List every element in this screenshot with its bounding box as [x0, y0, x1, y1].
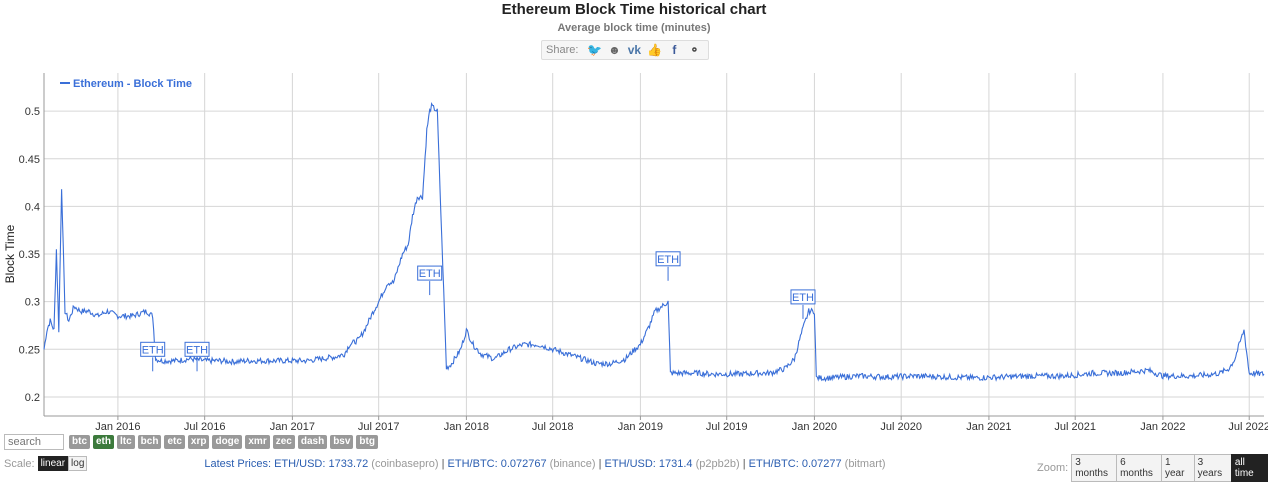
facebook-icon[interactable]: f	[672, 43, 677, 57]
price-item[interactable]: ETH/USD: 1731.4 (p2pb2b)	[604, 458, 740, 470]
annotation-flag[interactable]	[655, 251, 681, 267]
x-tick-label: Jul 2020	[880, 421, 922, 433]
coin-bch-button[interactable]: bch	[137, 435, 162, 449]
coin-ltc-button[interactable]: ltc	[117, 435, 135, 449]
search-input[interactable]	[4, 434, 64, 450]
x-tick-label: Jul 2017	[358, 421, 400, 433]
reddit-icon[interactable]: ☻	[608, 43, 621, 57]
y-axis-label: Block Time	[3, 224, 17, 283]
annotation-label: ETH	[419, 268, 441, 280]
scale-selector: Scale: linear log	[4, 456, 88, 471]
chart-annotations: ETH ETH ETH ETH ETH	[140, 251, 816, 372]
legend-label: Ethereum - Block Time	[73, 78, 192, 90]
scale-linear-button[interactable]: linear	[37, 456, 69, 471]
plot-area	[44, 73, 1264, 416]
zoom-3-months-button[interactable]: 3 months	[1071, 454, 1118, 482]
zoom-selector: Zoom: 3 months 6 months 1 year 3 years a…	[1037, 454, 1268, 482]
annotation-flag[interactable]	[790, 289, 816, 305]
scale-log-button[interactable]: log	[68, 456, 88, 471]
price-item[interactable]: ETH/BTC: 0.07277 (bitmart)	[748, 458, 886, 470]
latest-prices: Latest Prices: ETH/USD: 1733.72 (coinbas…	[204, 458, 886, 470]
series-line-ethereum-block-time	[43, 102, 1265, 383]
coin-doge-button[interactable]: doge	[212, 435, 243, 449]
x-tick-label: Jul 2016	[184, 421, 226, 433]
coin-zec-button[interactable]: zec	[272, 435, 295, 449]
like-icon[interactable]: 👍	[646, 43, 662, 57]
block-time-chart[interactable]: Jan 2016 Jul 2016 Jan 2017 Jul 2017 Jan 2018…	[0, 62, 1268, 434]
annotation-label: ETH	[792, 292, 814, 304]
chart-grid	[44, 73, 1264, 416]
chart-subtitle: Average block time (minutes)	[557, 22, 711, 34]
y-tick-label: 0.25	[19, 344, 40, 356]
x-tick-label: Jan 2019	[618, 421, 663, 433]
x-tick-label: Jul 2021	[1054, 421, 1096, 433]
annotation-flag[interactable]	[184, 341, 210, 357]
zoom-all-time-button[interactable]: all time	[1230, 454, 1268, 482]
annotation-label: ETH	[142, 344, 164, 356]
zoom-6-months-button[interactable]: 6 months	[1116, 454, 1162, 482]
y-tick-label: 0.5	[25, 106, 40, 118]
coin-xrp-button[interactable]: xrp	[187, 435, 210, 449]
share-label: Share:	[546, 44, 579, 56]
x-tick-label: Jan 2017	[270, 421, 315, 433]
prices-label: Latest Prices:	[204, 458, 272, 470]
x-tick-label: Jan 2018	[444, 421, 489, 433]
coin-eth-button[interactable]: eth	[93, 435, 114, 449]
x-tick-label: Jan 2021	[966, 421, 1011, 433]
x-tick-label: Jul 2018	[532, 421, 574, 433]
annotation-label: ETH	[657, 254, 679, 266]
y-tick-label: 0.2	[25, 392, 40, 404]
annotation-flag[interactable]	[140, 341, 166, 357]
annotation-flag[interactable]	[417, 265, 443, 281]
x-tick-label: Jan 2016	[95, 421, 140, 433]
weibo-icon[interactable]: ⚬	[689, 43, 700, 57]
price-item[interactable]: ETH/BTC: 0.072767 (binance)	[447, 458, 596, 470]
x-axis-ticks: Jan 2016 Jul 2016 Jan 2017 Jul 2017 Jan 2018…	[95, 416, 1268, 433]
coin-bsv-button[interactable]: bsv	[330, 435, 354, 449]
twitter-icon[interactable]: 🐦	[586, 43, 602, 57]
vk-icon[interactable]: vk	[627, 43, 642, 57]
x-tick-label: Jul 2022	[1228, 421, 1268, 433]
y-tick-label: 0.35	[19, 249, 40, 261]
coin-list: btc eth ltc bch etc xrp doge xmr zec dash bsv btg	[66, 435, 378, 449]
chart-title: Ethereum Block Time historical chart	[501, 1, 767, 18]
scale-label: Scale:	[4, 457, 35, 470]
y-axis-ticks: 0.2 0.25 0.3 0.35 0.4 0.45 0.5	[19, 106, 40, 404]
coin-btg-button[interactable]: btg	[356, 435, 378, 449]
x-tick-label: Jul 2019	[706, 421, 748, 433]
y-tick-label: 0.3	[25, 297, 40, 309]
coin-dash-button[interactable]: dash	[297, 435, 328, 449]
x-tick-label: Jan 2022	[1140, 421, 1185, 433]
chart-legend[interactable]: Ethereum - Block Time	[60, 78, 192, 90]
x-tick-label: Jan 2020	[792, 421, 837, 433]
share-bar: Share: 🐦 ☻ vk 👍 f ⚬	[541, 40, 710, 60]
price-item[interactable]: ETH/USD: 1733.72 (coinbasepro)	[274, 458, 439, 470]
y-tick-label: 0.45	[19, 154, 40, 166]
zoom-label: Zoom:	[1037, 462, 1069, 474]
coin-xmr-button[interactable]: xmr	[245, 435, 270, 449]
chart-axes	[43, 73, 1264, 417]
annotation-label: ETH	[186, 344, 208, 356]
coin-etc-button[interactable]: etc	[164, 435, 185, 449]
zoom-3-years-button[interactable]: 3 years	[1193, 454, 1232, 482]
coin-btc-button[interactable]: btc	[69, 435, 90, 449]
zoom-1-year-button[interactable]: 1 year	[1161, 454, 1195, 482]
y-tick-label: 0.4	[25, 201, 40, 213]
